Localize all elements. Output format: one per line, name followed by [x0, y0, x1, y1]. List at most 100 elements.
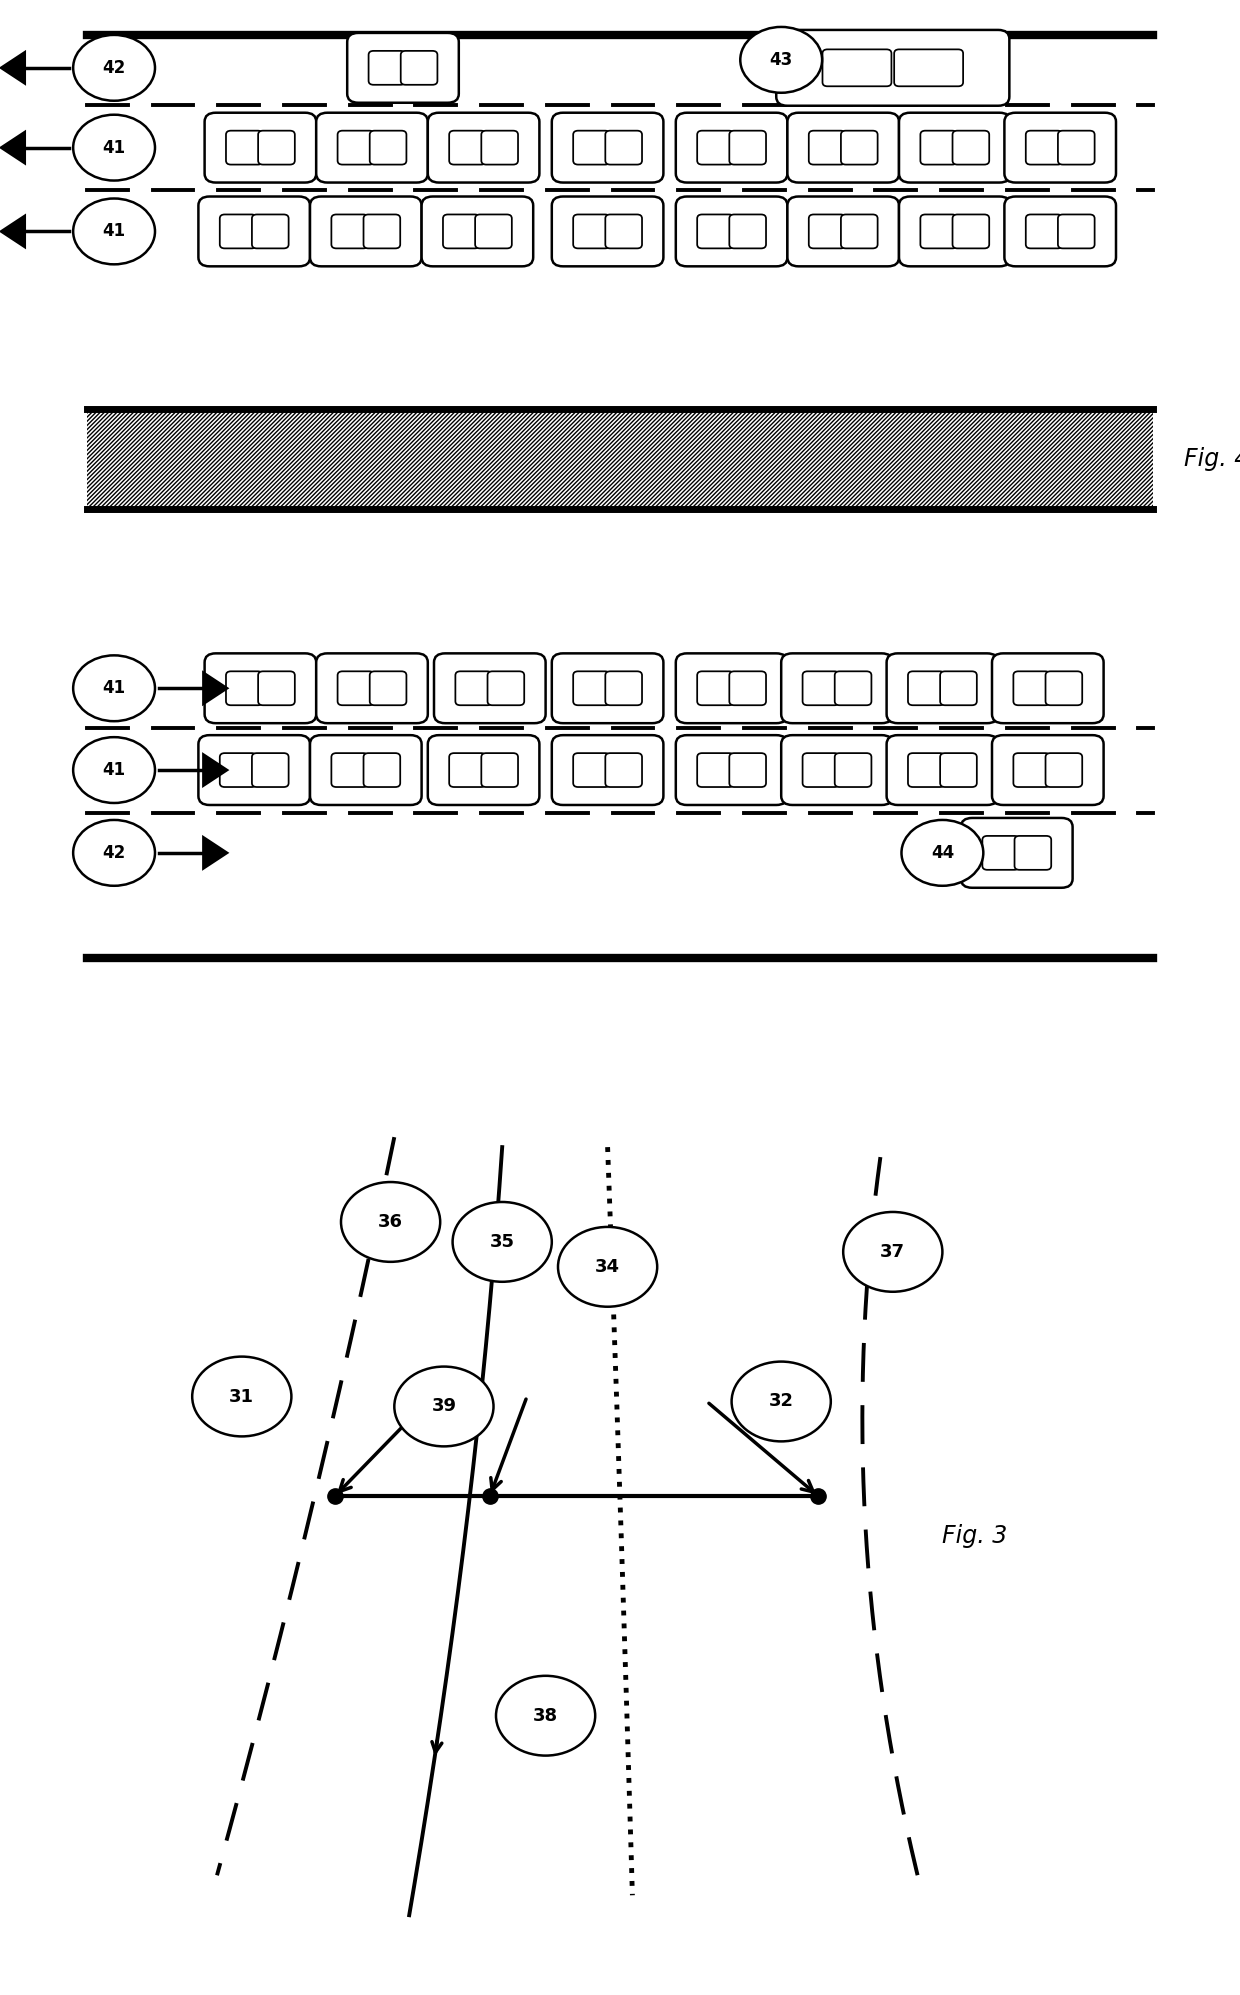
FancyBboxPatch shape [219, 752, 257, 786]
FancyBboxPatch shape [841, 132, 878, 166]
FancyBboxPatch shape [552, 736, 663, 806]
FancyBboxPatch shape [573, 215, 610, 249]
FancyBboxPatch shape [443, 215, 480, 249]
Text: 44: 44 [931, 844, 954, 862]
FancyBboxPatch shape [802, 670, 839, 706]
Text: 39: 39 [432, 1396, 456, 1416]
FancyBboxPatch shape [1004, 114, 1116, 184]
Text: 34: 34 [595, 1257, 620, 1277]
FancyBboxPatch shape [952, 215, 990, 249]
FancyBboxPatch shape [1013, 752, 1050, 786]
FancyBboxPatch shape [697, 752, 734, 786]
FancyBboxPatch shape [835, 752, 872, 786]
FancyBboxPatch shape [1025, 132, 1063, 166]
FancyBboxPatch shape [573, 670, 610, 706]
Circle shape [73, 116, 155, 182]
FancyBboxPatch shape [198, 736, 310, 806]
FancyBboxPatch shape [605, 215, 642, 249]
FancyBboxPatch shape [347, 34, 459, 102]
FancyBboxPatch shape [676, 736, 787, 806]
FancyBboxPatch shape [310, 198, 422, 265]
Circle shape [73, 654, 155, 722]
FancyBboxPatch shape [776, 30, 1009, 106]
Text: 41: 41 [103, 678, 125, 698]
FancyBboxPatch shape [434, 654, 546, 724]
FancyBboxPatch shape [940, 670, 977, 706]
FancyBboxPatch shape [1025, 215, 1063, 249]
Text: 41: 41 [103, 221, 125, 241]
FancyBboxPatch shape [205, 654, 316, 724]
Circle shape [341, 1181, 440, 1263]
FancyBboxPatch shape [310, 736, 422, 806]
FancyBboxPatch shape [487, 670, 525, 706]
Text: 37: 37 [880, 1243, 905, 1261]
FancyBboxPatch shape [729, 215, 766, 249]
FancyBboxPatch shape [331, 752, 368, 786]
FancyBboxPatch shape [331, 215, 368, 249]
FancyBboxPatch shape [961, 818, 1073, 888]
Circle shape [558, 1227, 657, 1307]
FancyBboxPatch shape [808, 132, 846, 166]
FancyBboxPatch shape [219, 215, 257, 249]
FancyBboxPatch shape [952, 132, 990, 166]
Text: 41: 41 [103, 760, 125, 780]
Text: 35: 35 [490, 1233, 515, 1251]
FancyBboxPatch shape [422, 198, 533, 265]
FancyBboxPatch shape [316, 654, 428, 724]
FancyBboxPatch shape [1013, 670, 1050, 706]
FancyBboxPatch shape [226, 670, 263, 706]
Circle shape [496, 1676, 595, 1756]
FancyBboxPatch shape [676, 114, 787, 184]
FancyBboxPatch shape [787, 114, 899, 184]
Circle shape [740, 26, 822, 92]
FancyBboxPatch shape [258, 132, 295, 166]
FancyBboxPatch shape [992, 736, 1104, 806]
Text: 31: 31 [229, 1387, 254, 1406]
FancyBboxPatch shape [899, 114, 1011, 184]
FancyBboxPatch shape [781, 736, 893, 806]
FancyBboxPatch shape [908, 752, 945, 786]
Circle shape [73, 200, 155, 265]
Text: 42: 42 [103, 844, 125, 862]
FancyBboxPatch shape [481, 132, 518, 166]
FancyBboxPatch shape [475, 215, 512, 249]
FancyBboxPatch shape [370, 670, 407, 706]
FancyBboxPatch shape [1045, 752, 1083, 786]
Circle shape [73, 34, 155, 100]
Polygon shape [0, 50, 26, 86]
FancyBboxPatch shape [449, 132, 486, 166]
Text: 36: 36 [378, 1213, 403, 1231]
FancyBboxPatch shape [481, 752, 518, 786]
Circle shape [843, 1211, 942, 1293]
FancyBboxPatch shape [337, 132, 374, 166]
FancyBboxPatch shape [1058, 132, 1095, 166]
Circle shape [73, 736, 155, 802]
FancyBboxPatch shape [455, 670, 492, 706]
FancyBboxPatch shape [428, 736, 539, 806]
Text: 43: 43 [770, 50, 792, 70]
Bar [87, 409, 1153, 509]
FancyBboxPatch shape [676, 654, 787, 724]
FancyBboxPatch shape [894, 50, 963, 86]
FancyBboxPatch shape [899, 198, 1011, 265]
FancyBboxPatch shape [573, 132, 610, 166]
FancyBboxPatch shape [368, 50, 405, 84]
Text: Fig. 4: Fig. 4 [1184, 447, 1240, 471]
FancyBboxPatch shape [401, 50, 438, 84]
FancyBboxPatch shape [252, 215, 289, 249]
FancyBboxPatch shape [697, 132, 734, 166]
FancyBboxPatch shape [1014, 836, 1052, 870]
FancyBboxPatch shape [982, 836, 1019, 870]
FancyBboxPatch shape [940, 752, 977, 786]
FancyBboxPatch shape [887, 654, 998, 724]
FancyBboxPatch shape [808, 215, 846, 249]
FancyBboxPatch shape [605, 670, 642, 706]
FancyBboxPatch shape [363, 752, 401, 786]
FancyBboxPatch shape [729, 132, 766, 166]
FancyBboxPatch shape [781, 654, 893, 724]
Polygon shape [0, 130, 26, 166]
Polygon shape [202, 752, 229, 788]
FancyBboxPatch shape [1045, 670, 1083, 706]
FancyBboxPatch shape [337, 670, 374, 706]
FancyBboxPatch shape [370, 132, 407, 166]
